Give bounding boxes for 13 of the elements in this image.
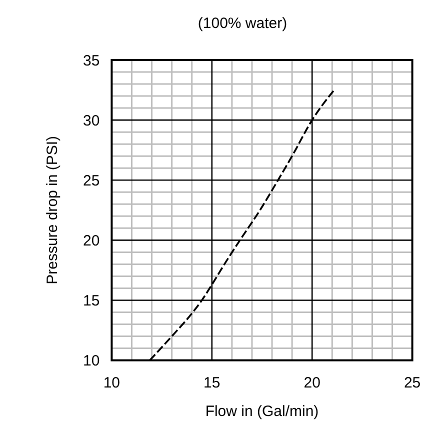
y-axis-title: Pressure drop in (PSI) xyxy=(44,136,61,284)
y-tick-label: 30 xyxy=(83,112,100,130)
x-tick-label: 20 xyxy=(304,374,320,392)
y-tick-label: 25 xyxy=(83,172,100,190)
x-axis-title: Flow in (Gal/min) xyxy=(205,403,319,420)
y-tick-label: 35 xyxy=(83,52,100,70)
x-tick-label: 15 xyxy=(204,374,220,392)
x-tick-label: 10 xyxy=(103,374,120,392)
x-tick-label: 25 xyxy=(404,374,421,392)
y-tick-label: 15 xyxy=(83,292,100,310)
chart-title: (100% water) xyxy=(198,15,288,32)
y-tick-label: 20 xyxy=(83,232,100,250)
y-tick-label: 10 xyxy=(83,352,100,370)
